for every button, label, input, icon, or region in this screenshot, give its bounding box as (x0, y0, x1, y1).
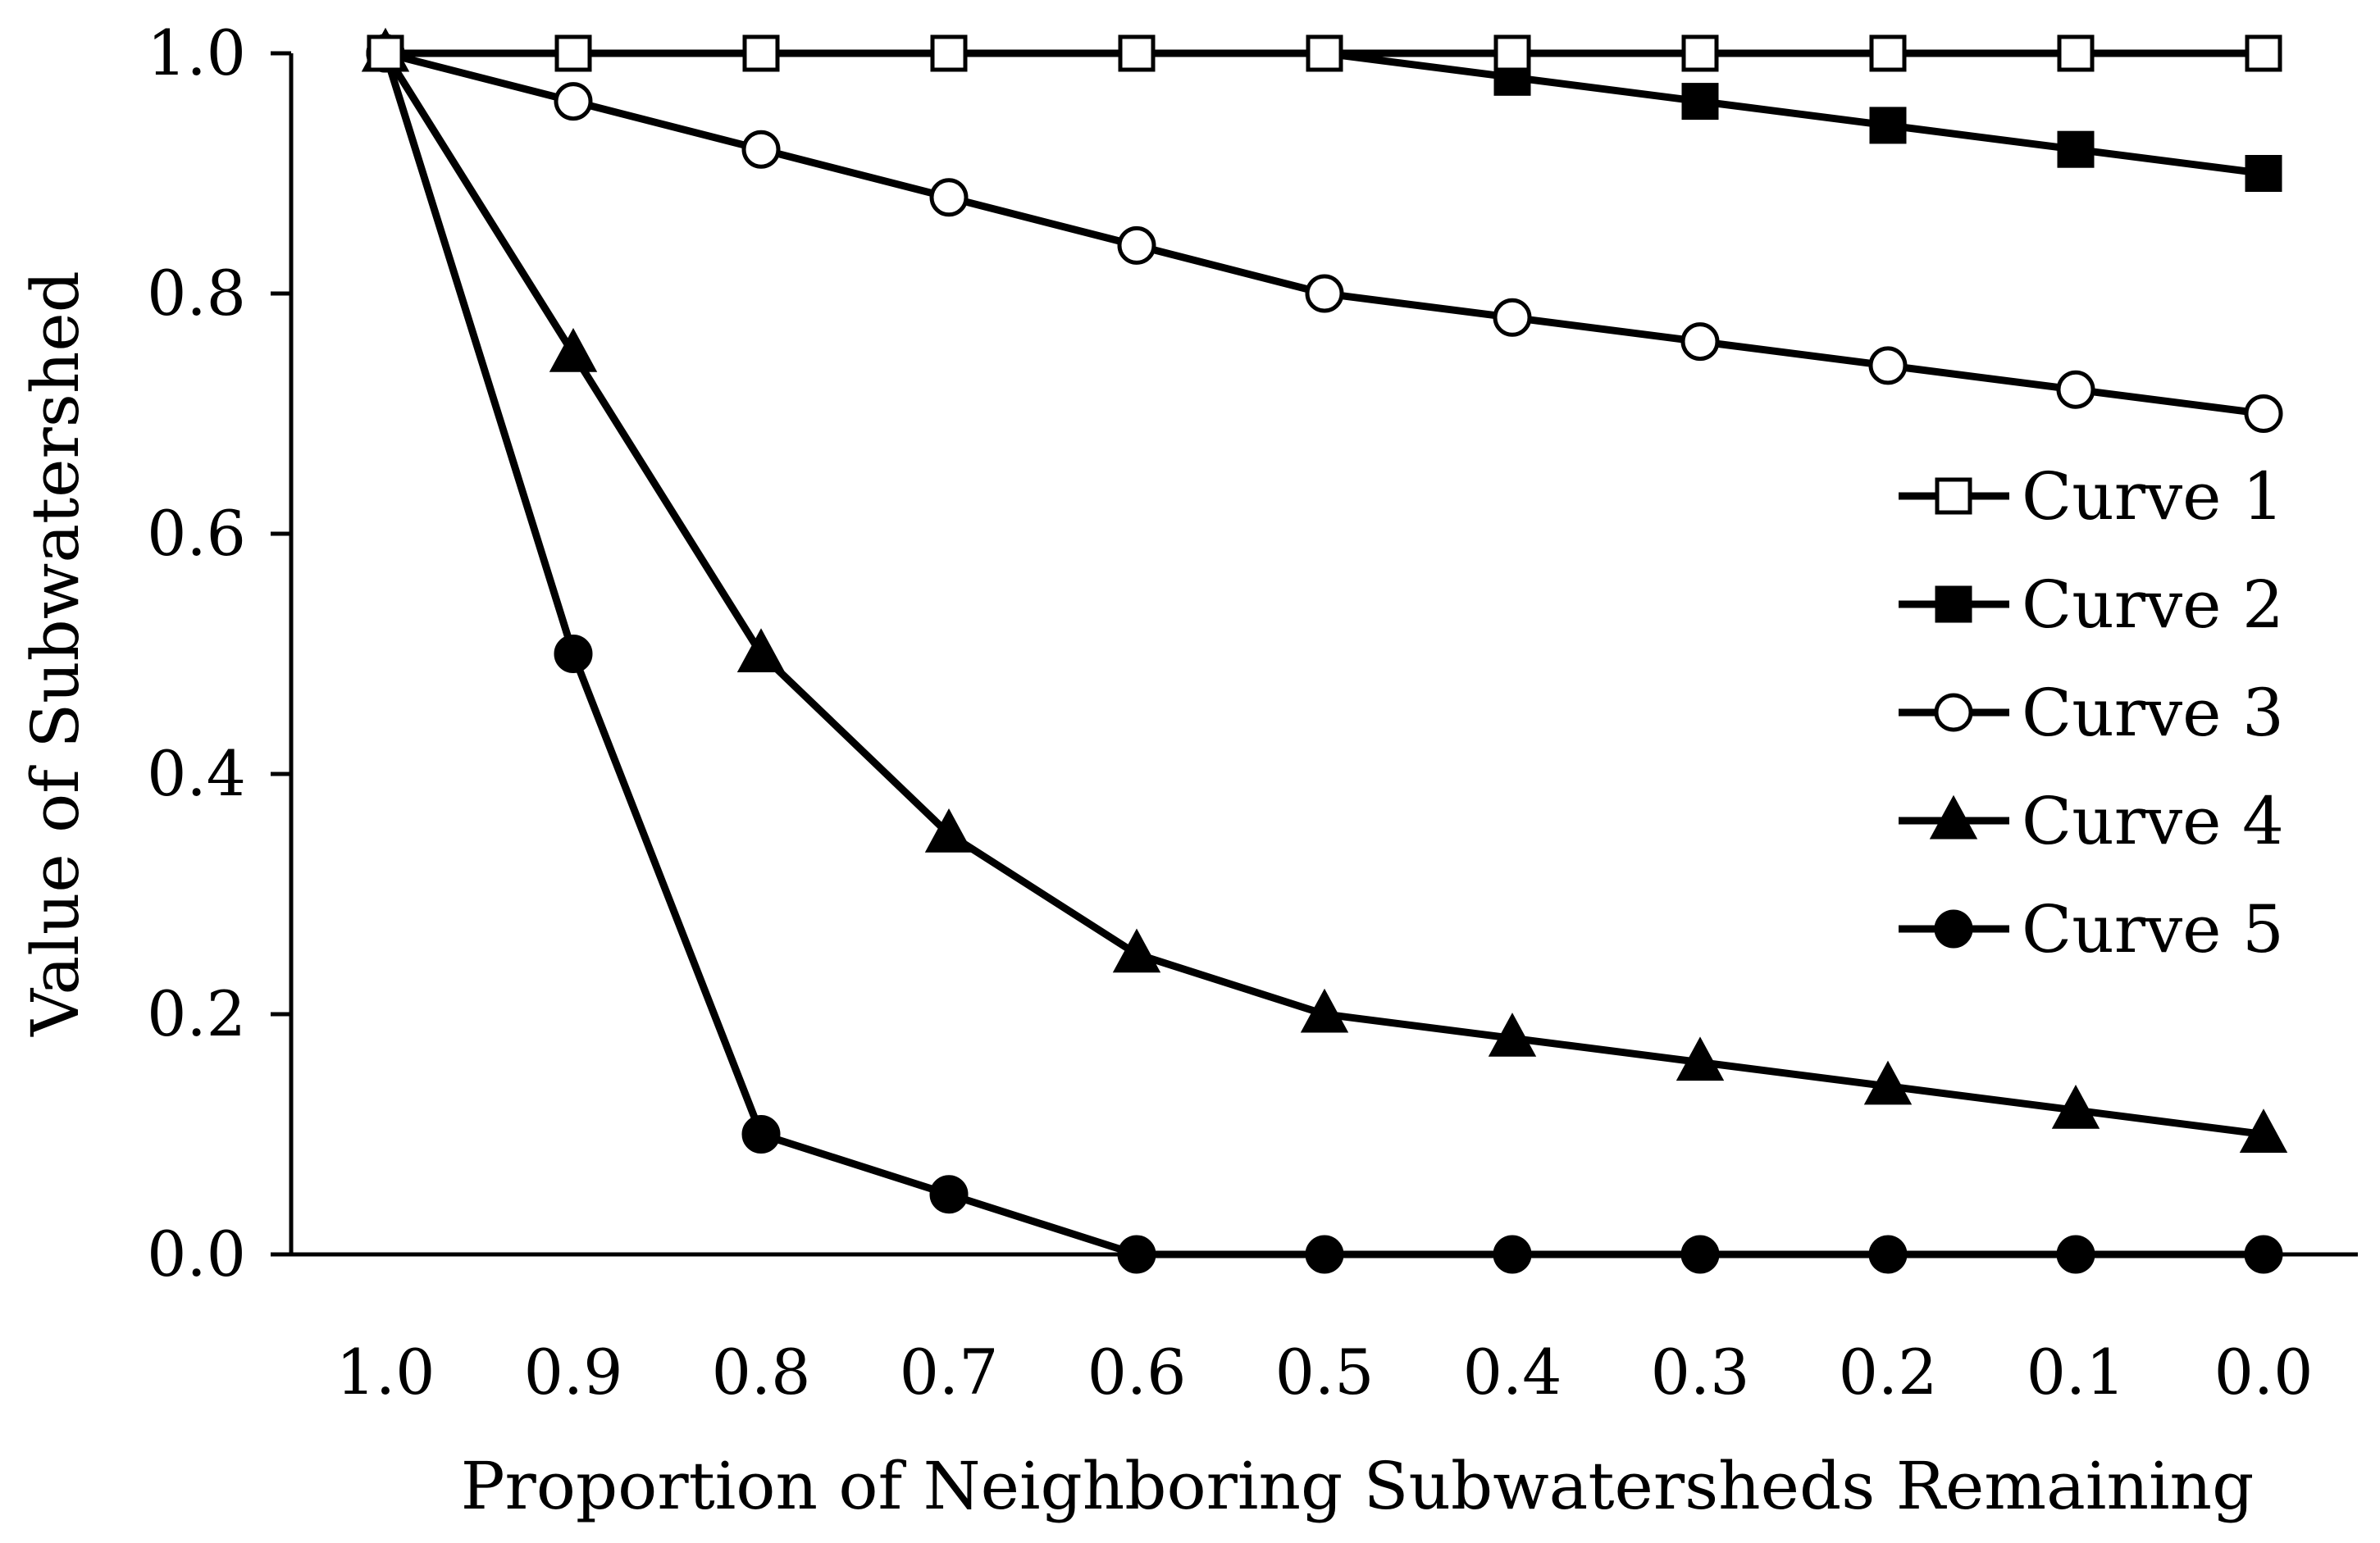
legend-marker (1929, 794, 1978, 840)
data-point (554, 635, 593, 673)
data-point (549, 328, 598, 372)
series (361, 27, 2288, 1274)
data-point (1869, 34, 1907, 72)
data-point (2056, 370, 2095, 409)
data-point (2057, 34, 2095, 72)
x-axis-title: Proportion of Neighboring Subwatersheds … (461, 1448, 2255, 1524)
data-point (1868, 1235, 1908, 1274)
data-point (1680, 322, 1720, 362)
x-tick-label: 1.0 (336, 1336, 435, 1409)
x-tick-label: 0.7 (900, 1336, 999, 1409)
legend-label: Curve 1 (2022, 458, 2284, 535)
data-point (1681, 83, 1719, 121)
legend: Curve 1 Curve 2 Curve 3 Curve 4 Curve 5 (1899, 458, 2284, 967)
series-line (384, 49, 2264, 417)
data-point (1305, 274, 1344, 313)
data-point (930, 34, 968, 72)
data-point (1676, 1036, 1725, 1081)
data-point (1118, 34, 1156, 72)
data-point (2244, 1235, 2283, 1274)
data-point (1305, 1235, 1344, 1274)
series-curve-1 (367, 34, 2282, 72)
series-curve-4 (361, 27, 2288, 1153)
legend-item: Curve 2 (1899, 567, 2284, 643)
data-point (2051, 1084, 2100, 1129)
data-point (2245, 155, 2282, 192)
series-line (381, 52, 2264, 1259)
y-tick-label: 0.6 (147, 497, 246, 570)
series-curve-3 (366, 34, 2283, 433)
legend-marker (1934, 693, 1973, 732)
legend-label: Curve 3 (2022, 675, 2284, 751)
data-point (2245, 34, 2282, 72)
x-tick-label: 0.6 (1087, 1336, 1187, 1409)
legend-marker (1934, 909, 1973, 949)
data-point (2056, 1235, 2095, 1274)
y-tick-label: 0.4 (147, 737, 246, 810)
y-tick-label: 0.2 (147, 977, 246, 1050)
data-point (742, 34, 780, 72)
axes: Value of Subwatershed Proportion of Neig… (17, 53, 2358, 1524)
x-tick-label: 0.8 (712, 1336, 811, 1409)
data-point (1681, 34, 1719, 72)
legend-label: Curve 4 (2022, 783, 2284, 859)
legend-item: Curve 5 (1899, 891, 2284, 967)
y-tick-label: 0.0 (147, 1218, 246, 1290)
x-tick-label: 0.4 (1463, 1336, 1562, 1409)
data-point (2057, 130, 2095, 168)
legend-item: Curve 1 (1899, 458, 2284, 535)
data-point (1300, 988, 1349, 1033)
data-point (2244, 394, 2283, 433)
x-tick-label: 0.5 (1275, 1336, 1375, 1409)
data-point (367, 34, 404, 72)
y-tick-label: 0.8 (147, 257, 246, 330)
data-point (924, 808, 973, 853)
data-point (1680, 1235, 1720, 1274)
data-point (1117, 225, 1156, 265)
data-point (929, 178, 969, 217)
data-point (929, 1175, 969, 1214)
data-point (736, 628, 786, 672)
data-point (1863, 1060, 1913, 1105)
legend-item: Curve 3 (1899, 675, 2284, 751)
y-axis-title: Value of Subwatershed (17, 271, 93, 1037)
x-tick-label: 0.9 (524, 1336, 623, 1409)
data-point (1306, 34, 1343, 72)
data-point (741, 1115, 781, 1154)
legend-marker (1935, 477, 1972, 515)
y-tick-label: 1.0 (147, 16, 246, 89)
legend-item: Curve 4 (1899, 783, 2284, 859)
data-point (2239, 1108, 2288, 1153)
data-point (1493, 34, 1531, 72)
x-tick-label: 0.1 (2027, 1336, 2126, 1409)
data-point (1869, 107, 1907, 144)
data-point (554, 34, 592, 72)
data-point (554, 82, 593, 121)
x-tick-label: 0.3 (1651, 1336, 1750, 1409)
legend-label: Curve 5 (2022, 891, 2284, 967)
x-tick-label: 0.0 (2214, 1336, 2314, 1409)
legend-label: Curve 2 (2022, 567, 2284, 643)
series-curve-5 (366, 34, 2283, 1274)
x-tick-label: 0.2 (1839, 1336, 1938, 1409)
series-line (382, 51, 2264, 1138)
data-point (1112, 928, 1161, 973)
legend-marker (1935, 585, 1972, 623)
data-point (1493, 1235, 1532, 1274)
tick-marks: 0.0 0.2 0.4 0.6 0.8 1.0 1.0 0.9 0.8 0.7 0.6 0.5 0.4 0… (147, 16, 2313, 1409)
data-point (1117, 1235, 1156, 1274)
data-point (1868, 346, 1908, 385)
data-point (1488, 1013, 1537, 1057)
data-point (1493, 298, 1532, 337)
data-point (741, 130, 781, 169)
